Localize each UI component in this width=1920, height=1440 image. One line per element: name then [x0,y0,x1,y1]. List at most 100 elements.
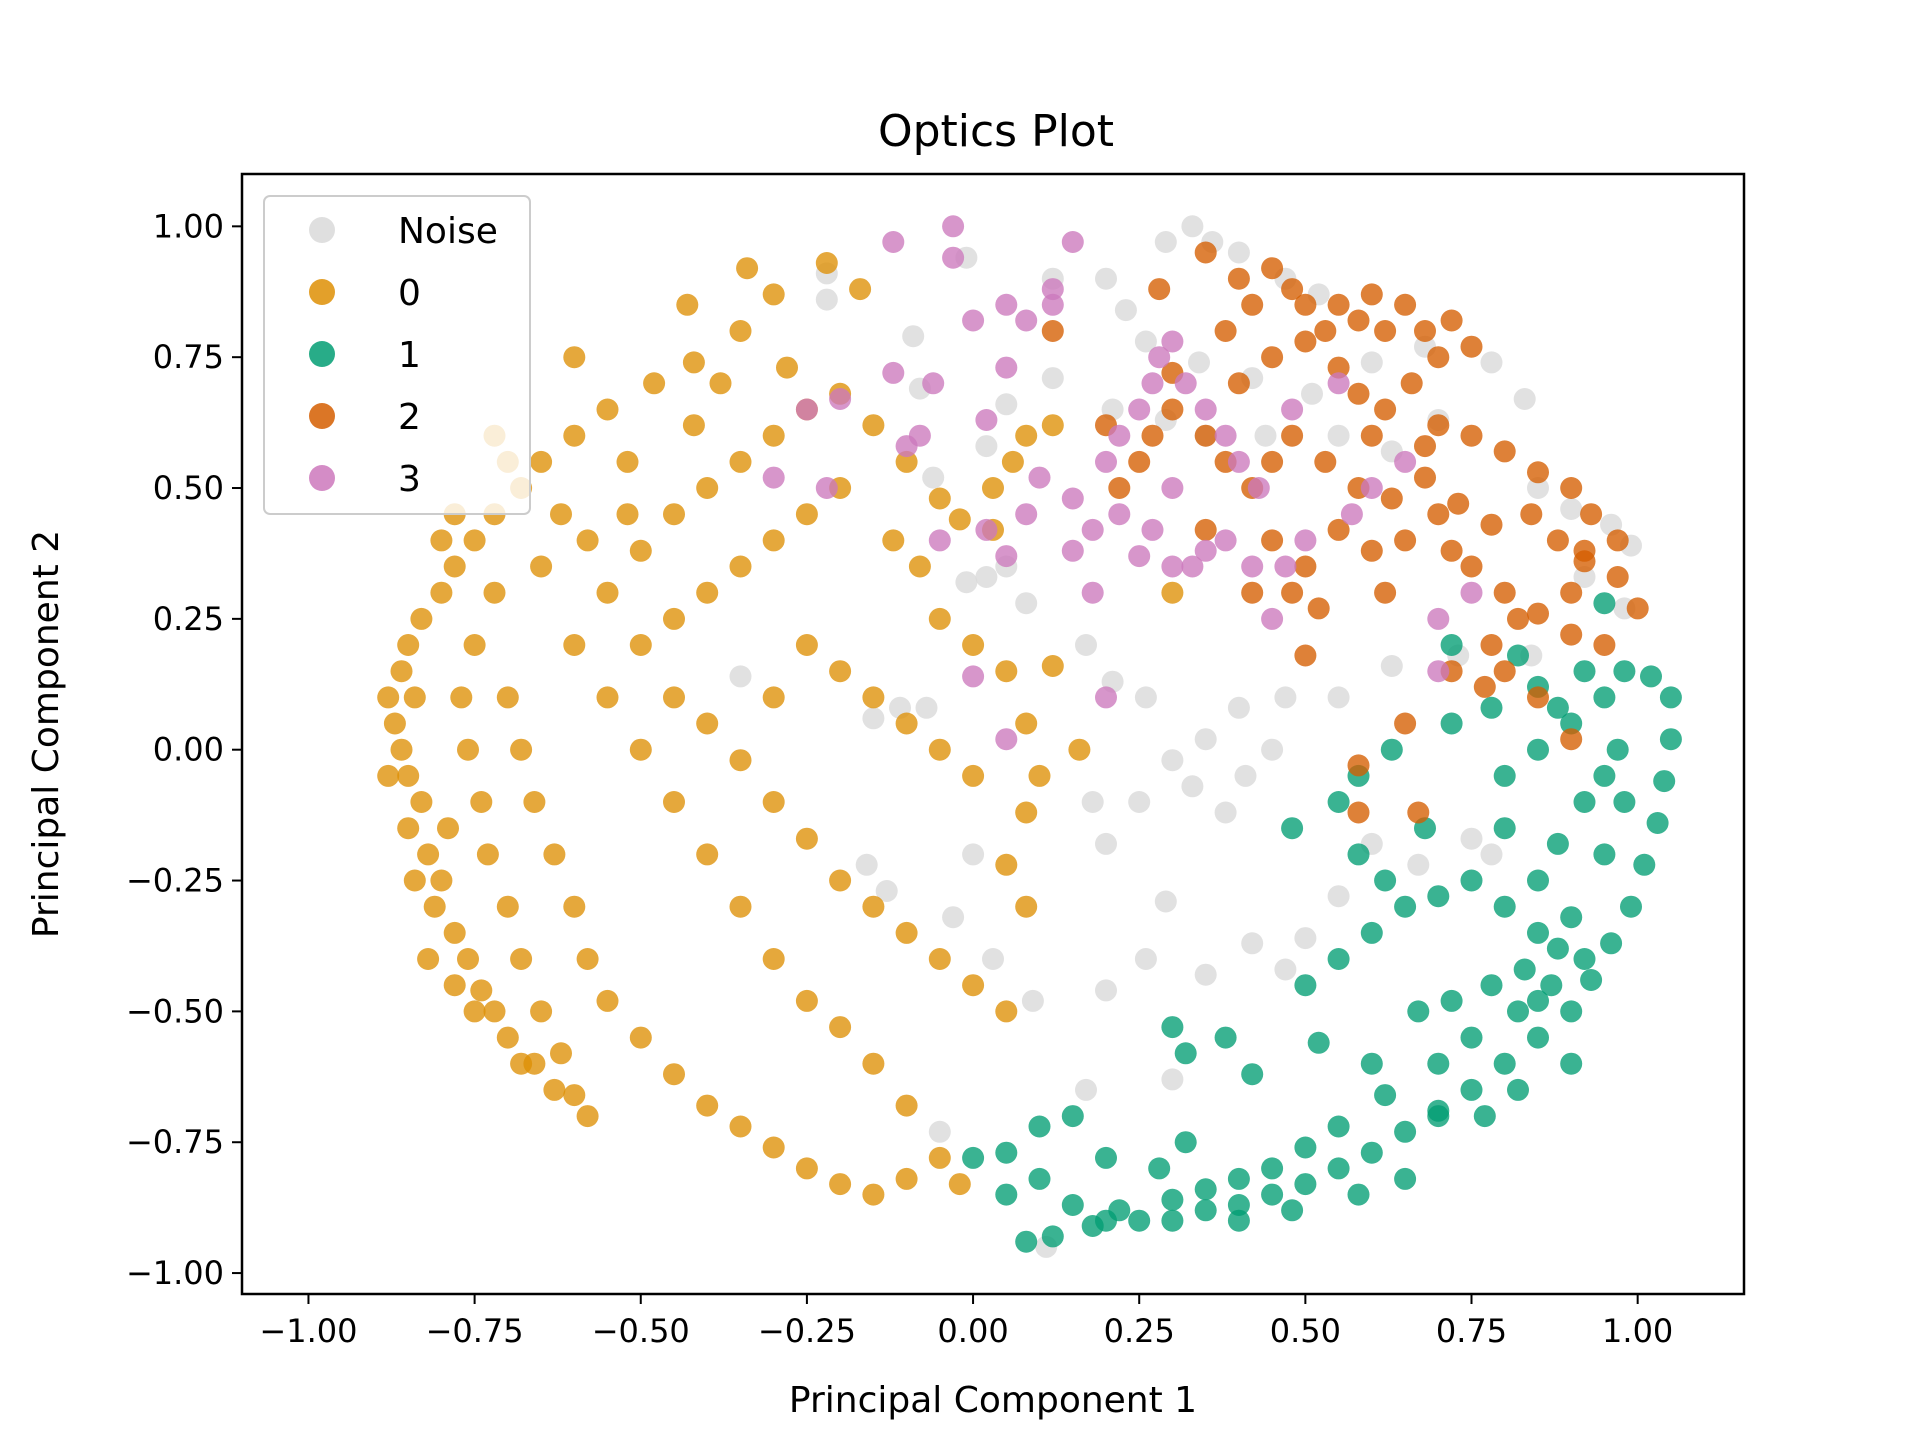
x-tick-label: 0.75 [1436,1312,1507,1350]
data-point [1274,686,1297,709]
data-point [663,607,685,630]
data-point [1327,372,1350,395]
data-point [1460,555,1483,578]
data-point [1407,801,1430,824]
data-point [397,817,420,840]
data-point [576,529,599,552]
data-point [397,764,420,787]
data-point [1414,320,1436,342]
data-point [1513,388,1536,410]
data-point [483,581,506,604]
data-point [1161,555,1184,578]
data-point [1606,529,1629,552]
data-point [483,1000,506,1023]
data-point [1261,257,1284,280]
legend-marker [309,403,335,429]
data-point [829,1173,852,1196]
data-point [1360,477,1383,499]
data-point [1606,566,1629,588]
data-point [928,607,951,630]
data-point [443,921,466,944]
data-point [1081,791,1104,813]
data-point [696,1094,719,1117]
data-point [1493,440,1516,463]
data-point [1347,843,1370,866]
data-point [1141,518,1164,541]
data-point [1380,655,1403,677]
data-point [663,503,685,526]
data-point [1261,1183,1284,1206]
data-point [729,749,752,772]
data-point [696,712,719,735]
data-point [975,435,998,458]
data-point [1161,749,1184,772]
data-point [696,581,719,604]
data-point [1015,503,1038,526]
data-point [1081,1215,1104,1237]
data-point [1460,827,1483,850]
data-point [1659,728,1682,751]
data-point [762,1136,785,1159]
data-point [1493,660,1516,683]
data-point [377,764,400,787]
data-point [1527,1026,1549,1049]
data-point [1227,1194,1250,1216]
data-point [563,634,586,656]
data-point [1294,644,1317,667]
data-point [1327,424,1350,447]
data-point [663,791,685,813]
data-point [962,665,985,688]
data-point [1001,450,1024,473]
data-point [1527,869,1549,892]
data-point [1560,477,1583,499]
data-point [1493,581,1516,604]
legend: Noise 0 1 2 3 [263,195,531,515]
data-point [543,1078,566,1101]
data-point [1633,853,1656,876]
data-point [1095,267,1117,290]
data-point [1181,555,1204,578]
data-point [995,660,1018,683]
data-point [1560,906,1583,929]
data-point [510,948,533,970]
data-point [563,346,586,369]
data-point [1493,817,1516,840]
legend-label: 3 [398,459,421,500]
x-tick-label: 1.00 [1602,1312,1673,1350]
data-point [1347,382,1370,405]
data-point [643,372,666,395]
data-point [682,351,705,374]
data-point [1327,293,1350,316]
data-point [1493,1052,1516,1075]
data-point [1593,764,1616,787]
data-point [1640,665,1662,688]
data-point [915,696,938,719]
data-point [1108,503,1131,526]
data-point [1460,1026,1483,1049]
data-point [663,686,685,709]
data-point [457,948,479,970]
data-point [1447,492,1470,515]
y-tick-label: −0.50 [126,992,224,1030]
data-point [1108,1199,1131,1222]
data-point [1374,320,1397,342]
data-point [1560,1000,1583,1023]
data-point [463,529,486,552]
data-point [510,738,533,761]
data-point [1613,660,1636,683]
data-point [975,409,998,431]
legend-box [263,195,531,515]
data-point [470,979,493,1002]
legend-label: Noise [398,211,498,252]
data-point [1227,450,1250,473]
data-point [962,634,985,656]
data-point [443,974,466,997]
data-point [1281,398,1304,421]
data-point [995,1000,1018,1023]
data-point [1560,498,1583,520]
data-point [1360,539,1383,562]
data-point [928,738,951,761]
x-tick-label: −0.50 [592,1312,690,1350]
data-point [1041,414,1064,437]
